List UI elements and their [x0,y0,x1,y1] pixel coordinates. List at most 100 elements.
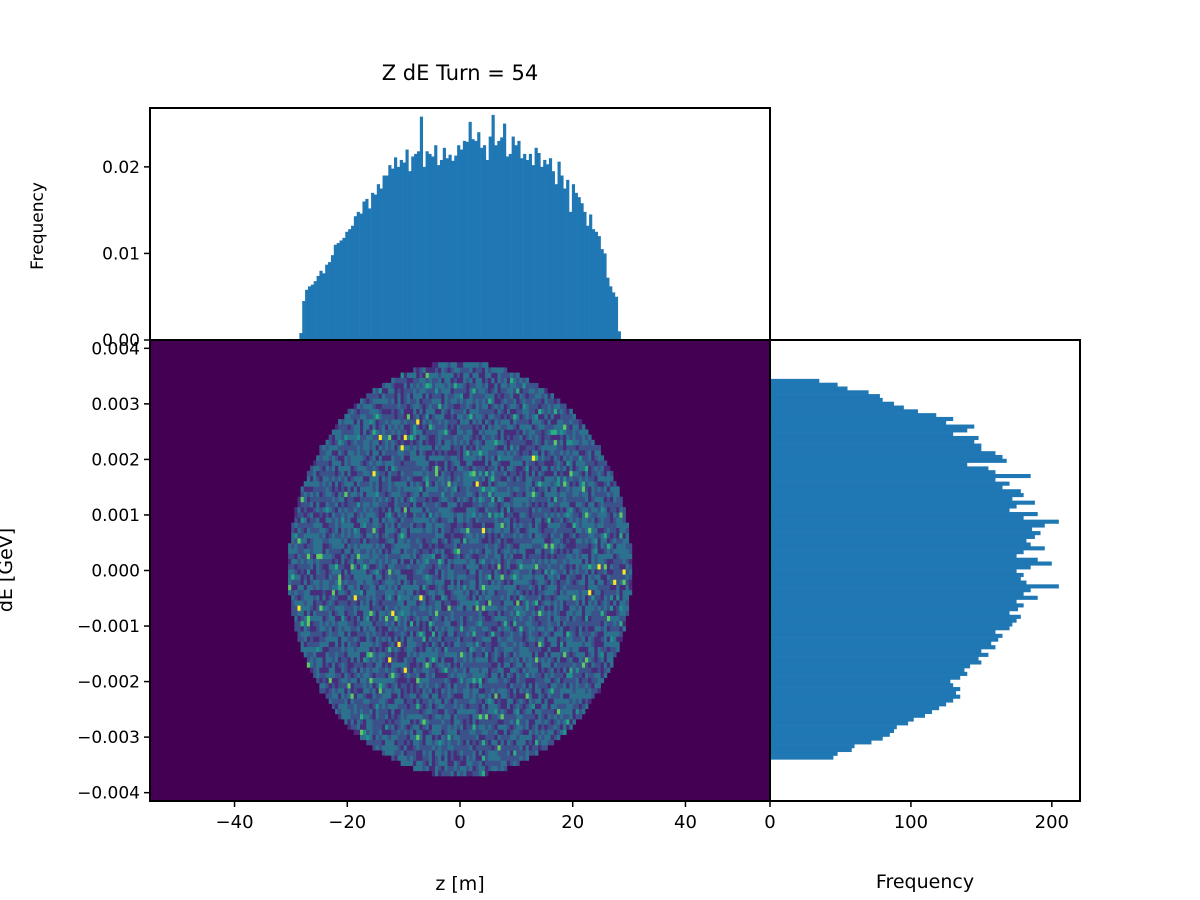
heatmap-cell [447,713,451,720]
heatmap-cell [350,507,355,513]
heatmap-cell [478,626,483,632]
heatmap-cell [413,620,417,627]
heatmap-cell [500,470,505,477]
heatmap-cell [378,605,383,611]
heatmap-cell [466,403,470,410]
heatmap-cell [313,651,317,658]
heatmap-cell [338,455,342,461]
heatmap-cell [466,765,470,772]
heatmap-cell [319,641,323,647]
heatmap-cell [400,574,405,580]
heatmap-cell [322,455,326,461]
heatmap-cell [475,501,480,508]
heatmap-cell [288,569,292,575]
heatmap-cell [391,382,395,389]
heatmap-cell [322,465,326,472]
heatmap-cell [291,527,295,534]
heatmap-cell [466,444,470,451]
heatmap-cell [450,708,455,715]
heatmap-cell [494,760,498,766]
heatmap-cell [413,424,417,430]
heatmap-cell [494,724,498,730]
heatmap-cell [491,548,495,554]
top-hist-bar [359,213,363,340]
heatmap-cell [422,698,426,704]
heatmap-cell [444,667,448,673]
heatmap-cell [450,465,455,472]
heatmap-cell [353,569,358,575]
heatmap-cell [406,486,411,492]
heatmap-cell [447,651,451,658]
top-hist-bar [391,168,395,340]
heatmap-cell [397,646,401,653]
heatmap-cell [403,507,408,513]
heatmap-cell [328,610,333,616]
heatmap-cell [350,688,355,694]
heatmap-cell [510,615,514,622]
heatmap-cell [322,476,326,482]
heatmap-cell [359,620,364,627]
heatmap-cell [406,713,411,720]
right-hist-bar [770,561,1052,566]
heatmap-cell [316,558,320,565]
heatmap-cell [378,744,383,751]
heatmap-cell [506,413,511,420]
heatmap-cell [478,507,483,513]
heatmap-cell [347,444,351,451]
heatmap-cell [344,512,348,518]
heatmap-cell [431,444,436,451]
heatmap-cell [419,739,423,746]
heatmap-cell [422,377,426,384]
heatmap-cell [331,460,336,466]
heatmap-cell [422,662,426,668]
heatmap-cell [416,672,420,679]
heatmap-cell [294,507,298,513]
heatmap-cell [503,486,508,492]
heatmap-cell [469,574,473,580]
heatmap-cell [350,419,355,425]
heatmap-cell [391,413,395,420]
heatmap-cell [375,600,380,606]
heatmap-cell [322,677,326,684]
heatmap-cell [488,744,492,751]
heatmap-cell [381,682,386,689]
heatmap-cell [369,641,373,647]
heatmap-cell [413,657,417,663]
heatmap-cell [372,657,376,663]
heatmap-cell [441,682,445,689]
heatmap-cell [472,708,476,715]
heatmap-cell [394,538,398,544]
heatmap-cell [341,465,345,472]
heatmap-cell [334,626,339,632]
heatmap-cell [497,688,501,694]
heatmap-cell [400,450,405,456]
heatmap-cell [403,739,408,746]
heatmap-cell [403,522,408,529]
heatmap-cell [438,605,442,611]
heatmap-cell [372,543,376,549]
heatmap-cell [294,610,298,616]
top-hist-bar [362,201,366,340]
heatmap-cell [503,481,508,487]
heatmap-cell [422,408,426,415]
heatmap-cell [350,460,355,466]
heatmap-cell [453,682,458,689]
heatmap-cell [475,605,480,611]
top-hist-bar [462,140,467,340]
heatmap-cell [403,646,408,653]
heatmap-cell [403,377,408,384]
heatmap-cell [347,688,351,694]
heatmap-cell [341,507,345,513]
heatmap-cell [394,450,398,456]
heatmap-cell [497,512,501,518]
heatmap-cell [400,729,405,735]
heatmap-cell [391,620,395,627]
heatmap-cell [369,693,373,699]
heatmap-cell [369,631,373,637]
heatmap-cell [331,491,336,497]
heatmap-cell [366,543,370,549]
heatmap-cell [491,388,495,394]
heatmap-cell [344,657,348,663]
heatmap-cell [353,429,358,435]
heatmap-cell [325,626,330,632]
